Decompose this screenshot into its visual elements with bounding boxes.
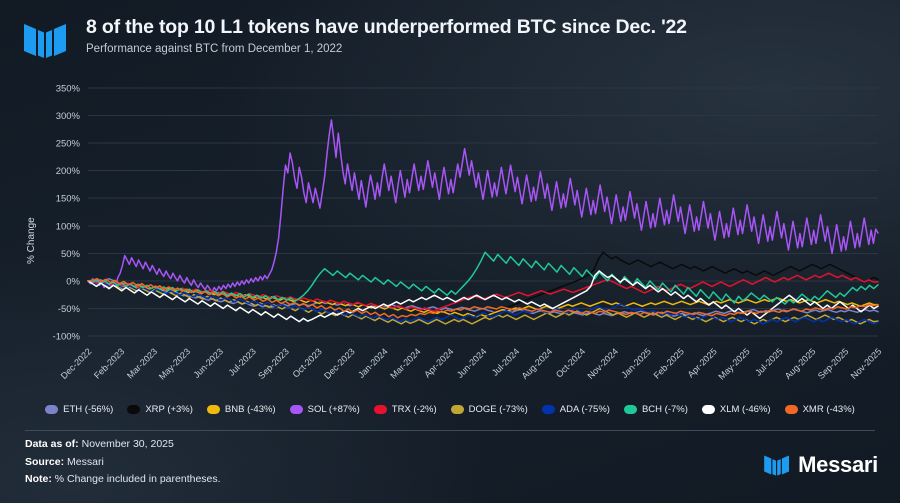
y-axis-tick-label: 250% <box>56 139 81 150</box>
x-axis-tick-label: Sep-2023 <box>256 346 291 381</box>
x-axis-tick-label: Oct-2023 <box>291 346 324 379</box>
legend-swatch-icon <box>784 405 798 414</box>
x-axis-tick-label: Jan-2025 <box>619 346 653 380</box>
legend-label: XLM (-46%) <box>719 404 771 415</box>
legend-item-bnb[interactable]: BNB (-43%) <box>206 404 276 415</box>
footer-note-value: % Change included in parentheses. <box>54 473 221 485</box>
x-axis-tick-label: Aug-2024 <box>520 346 555 381</box>
x-axis-tick-label: Feb-2023 <box>92 346 126 380</box>
x-axis-tick-label: Jun-2024 <box>455 346 489 380</box>
footer-divider <box>25 430 875 431</box>
footer: Data as of: November 30, 2025 Source: Me… <box>25 438 221 491</box>
x-axis-tick-label: Jan-2024 <box>356 346 390 380</box>
footer-data-as-of: Data as of: November 30, 2025 <box>25 438 221 450</box>
x-axis-tick-label: Dec-2022 <box>59 346 94 381</box>
page-title: 8 of the top 10 L1 tokens have underperf… <box>86 16 687 38</box>
series-line-xmr <box>87 277 879 319</box>
footer-source-label: Source: <box>25 455 65 468</box>
legend-label: TRX (-2%) <box>391 404 437 415</box>
y-axis-tick-label: 50% <box>61 249 81 260</box>
x-axis-tick-label: Oct-2024 <box>554 346 587 379</box>
legend-label: XRP (+3%) <box>145 404 193 415</box>
x-axis-tick-label: Jul-2024 <box>490 346 521 377</box>
y-axis-tick-label: 150% <box>56 194 81 205</box>
series-line-xrp <box>87 251 879 317</box>
legend-swatch-icon <box>373 405 387 414</box>
x-axis-tick-label: Mar-2024 <box>388 346 422 380</box>
page-subtitle: Performance against BTC from December 1,… <box>86 43 343 56</box>
brand-lockup: Messari <box>763 452 878 478</box>
y-axis-title: % Change <box>26 217 37 264</box>
series-line-sol <box>87 119 879 293</box>
footer-data-as-of-label: Data as of: <box>25 438 79 450</box>
messari-logo-icon <box>22 18 66 62</box>
legend-label: XMR (-43%) <box>802 404 855 415</box>
x-axis-tick-label: Sep-2025 <box>816 346 851 381</box>
x-axis-tick-label: Apr-2025 <box>686 346 719 379</box>
x-axis-tick-label: Jul-2023 <box>227 346 258 377</box>
x-axis-tick-label: Apr-2024 <box>422 346 455 379</box>
footer-source: Source: Messari <box>25 456 221 468</box>
footer-note-label: Note: <box>25 473 52 485</box>
legend-swatch-icon <box>450 405 464 414</box>
y-axis-tick-label: 350% <box>56 84 81 95</box>
legend-swatch-icon <box>206 405 220 414</box>
y-axis-tick-label: 300% <box>56 111 81 122</box>
y-axis-tick-label: 0% <box>66 276 80 287</box>
legend-label: BNB (-43%) <box>224 404 276 415</box>
x-axis-tick-label: Jul-2025 <box>753 346 784 377</box>
x-axis-tick-label: Dec-2023 <box>322 346 357 381</box>
chart-legend: ETH (-56%) XRP (+3%) BNB (-43%) SOL (+87%) T… <box>0 404 900 415</box>
legend-swatch-icon <box>623 405 637 414</box>
x-axis-tick-label: May-2025 <box>716 346 751 381</box>
legend-item-xmr[interactable]: XMR (-43%) <box>784 404 855 415</box>
x-axis-tick-label: Mar-2023 <box>125 346 159 380</box>
footer-data-as-of-value: November 30, 2025 <box>81 438 174 450</box>
legend-item-sol[interactable]: SOL (+87%) <box>289 404 360 415</box>
legend-item-xlm[interactable]: XLM (-46%) <box>701 404 771 415</box>
legend-item-xrp[interactable]: XRP (+3%) <box>127 404 193 415</box>
legend-swatch-icon <box>541 405 555 414</box>
x-axis-tick-label: Nov-2025 <box>849 346 884 381</box>
x-axis-tick-label: May-2023 <box>157 346 192 381</box>
chart-area: % Change 350% 300% 250% 200% 150% 100% 50% 0% -5… <box>0 78 900 398</box>
x-axis-tick-label: Jun-2023 <box>191 346 225 380</box>
legend-swatch-icon <box>127 405 141 414</box>
legend-swatch-icon <box>289 405 303 414</box>
legend-item-trx[interactable]: TRX (-2%) <box>373 404 437 415</box>
legend-item-doge[interactable]: DOGE (-73%) <box>450 404 528 415</box>
legend-swatch-icon <box>45 405 59 414</box>
messari-logo-icon <box>763 452 790 478</box>
legend-item-eth[interactable]: ETH (-56%) <box>45 404 113 415</box>
legend-label: ETH (-56%) <box>63 404 114 415</box>
x-axis-tick-label: Aug-2025 <box>783 346 818 381</box>
footer-source-value: Messari <box>67 455 104 468</box>
legend-label: DOGE (-73%) <box>468 404 528 415</box>
legend-item-ada[interactable]: ADA (-75%) <box>541 404 610 415</box>
legend-label: BCH (-7%) <box>641 404 688 415</box>
y-axis-tick-label: -50% <box>58 304 81 315</box>
legend-item-bch[interactable]: BCH (-7%) <box>623 404 688 415</box>
legend-label: SOL (+87%) <box>307 404 360 415</box>
header-text: 8 of the top 10 L1 tokens have underperf… <box>86 16 687 55</box>
series-line-xlm <box>87 270 879 323</box>
y-axis-tick-label: 100% <box>56 221 81 232</box>
y-axis-tick-label: -100% <box>53 332 81 343</box>
y-axis-tick-label: 200% <box>56 166 81 177</box>
header: 8 of the top 10 L1 tokens have underperf… <box>22 16 687 62</box>
line-chart: 350% 300% 250% 200% 150% 100% 50% 0% -50% -100% De… <box>53 84 884 382</box>
legend-swatch-icon <box>701 405 715 414</box>
x-axis-tick-label: Nov-2024 <box>585 346 620 381</box>
x-axis-tick-label: Feb-2025 <box>652 346 686 380</box>
legend-label: ADA (-75%) <box>559 404 610 415</box>
footer-note: Note: % Change included in parentheses. <box>25 473 221 485</box>
series-line-ada <box>87 280 879 325</box>
brand-name: Messari <box>798 452 878 477</box>
